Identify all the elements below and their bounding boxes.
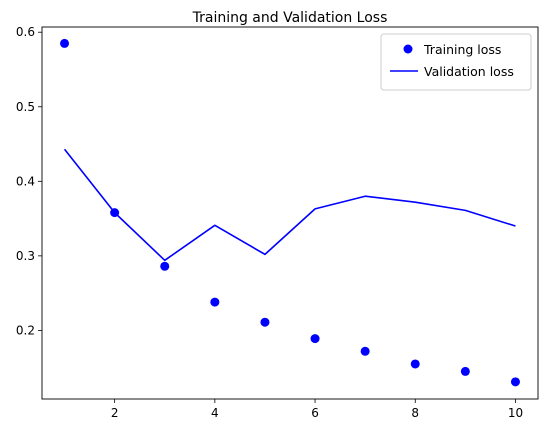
training-loss-point <box>110 208 120 218</box>
x-tick-label: 2 <box>111 406 119 420</box>
training-loss-point <box>310 334 320 344</box>
x-axis-ticks: 2 4 6 8 10 <box>111 399 523 420</box>
y-tick-label: 0.2 <box>16 323 35 337</box>
x-tick-label: 10 <box>508 406 523 420</box>
legend-validation-label: Validation loss <box>424 64 514 79</box>
training-loss-point <box>160 261 170 271</box>
legend-training-marker <box>403 44 413 54</box>
training-loss-point <box>410 359 420 369</box>
x-tick-label: 8 <box>411 406 419 420</box>
y-tick-label: 0.4 <box>16 174 35 188</box>
validation-loss-line <box>63 148 516 262</box>
legend-training-label: Training loss <box>423 42 501 57</box>
y-tick-label: 0.3 <box>16 249 35 263</box>
legend: Training loss Validation loss <box>380 33 532 91</box>
legend-box <box>380 33 532 91</box>
training-loss-point <box>60 38 70 48</box>
x-tick-label: 4 <box>211 406 219 420</box>
chart-title: Training and Validation Loss <box>192 10 388 26</box>
training-loss-point <box>360 346 370 356</box>
series-layer <box>60 38 520 387</box>
training-loss-point <box>510 377 520 387</box>
y-tick-label: 0.6 <box>16 25 35 39</box>
training-loss-point <box>210 297 220 307</box>
y-tick-label: 0.5 <box>16 100 35 114</box>
plot-frame <box>41 26 539 400</box>
training-loss-point <box>460 366 470 376</box>
x-tick-label: 6 <box>311 406 319 420</box>
y-axis-ticks: 0.2 0.3 0.4 0.5 0.6 <box>16 25 42 337</box>
training-loss-point <box>260 317 270 327</box>
